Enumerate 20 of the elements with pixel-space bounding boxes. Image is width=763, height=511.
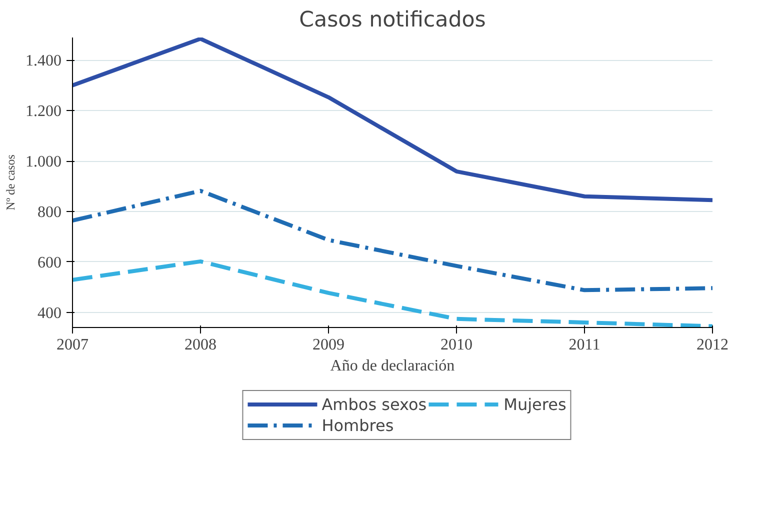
x-tick-label: 2009: [312, 336, 344, 354]
x-tick-label: 2012: [696, 336, 728, 354]
legend-label: Hombres: [322, 416, 394, 434]
x-tick-label: 2010: [440, 336, 472, 354]
y-tick-label: 1.000: [26, 154, 62, 171]
x-tick-label: 2008: [184, 336, 216, 354]
legend-label: Ambos sexos: [322, 394, 427, 414]
y-tick-label: 800: [38, 204, 62, 221]
y-tick-label: 400: [38, 304, 62, 322]
legend-label: Mujeres: [504, 394, 566, 414]
y-tick-label: 600: [38, 254, 62, 272]
line-series: [72, 38, 712, 202]
y-tick-label: 1.200: [26, 103, 62, 120]
x-tick-label: 2011: [568, 336, 600, 354]
x-axis-title: Año de declaración: [330, 358, 455, 374]
y-tick-label: 1.400: [26, 52, 62, 70]
x-tick-label: 2007: [56, 336, 88, 354]
chart-title: Casos notificados: [299, 8, 486, 32]
line-series: [72, 188, 712, 292]
y-axis-title: Nº de casos: [4, 154, 18, 210]
